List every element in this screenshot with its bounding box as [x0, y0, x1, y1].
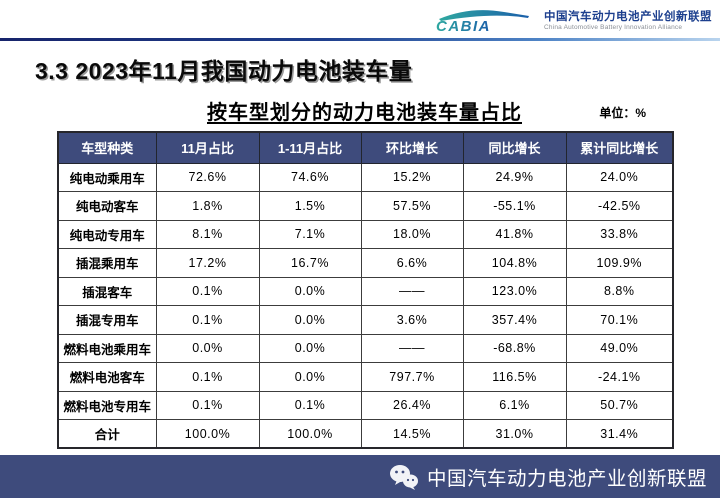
value-cell: 7.1% [258, 219, 362, 249]
value-cell: 357.4% [462, 305, 567, 335]
unit-label: 单位：% [599, 106, 646, 120]
value-cell: 16.7% [258, 248, 362, 278]
vehicle-type-cell: 纯电动客车 [57, 191, 157, 221]
value-cell: —— [360, 276, 464, 306]
value-cell: -42.5% [565, 191, 674, 221]
value-cell: 1.5% [258, 191, 362, 221]
value-cell: 0.1% [155, 390, 260, 420]
table-area: 按车型划分的动力电池装车量占比 单位：% 车型种类 11月占比 1-11月占比 环比增… [57, 96, 674, 449]
value-cell: 123.0% [462, 276, 567, 306]
value-cell: 0.0% [155, 333, 260, 363]
value-cell: 8.1% [155, 219, 260, 249]
table-row: 合计 100.0% 100.0% 14.5% 31.0% 31.4% [57, 419, 674, 449]
value-cell: 24.9% [462, 162, 567, 192]
footer-bar: 中国汽车动力电池产业创新联盟 [0, 455, 720, 498]
value-cell: 18.0% [360, 219, 464, 249]
value-cell: 0.0% [258, 305, 362, 335]
table-title: 按车型划分的动力电池装车量占比 [207, 102, 522, 124]
value-cell: 0.1% [155, 362, 260, 392]
value-cell: 74.6% [258, 162, 362, 192]
value-cell: 116.5% [462, 362, 567, 392]
table-row: 燃料电池专用车 0.1% 0.1% 26.4% 6.1% 50.7% [57, 390, 674, 420]
value-cell: 1.8% [155, 191, 260, 221]
column-header: 车型种类 [57, 131, 157, 164]
vehicle-type-cell: 燃料电池专用车 [57, 390, 157, 420]
column-header: 累计同比增长 [565, 131, 674, 164]
table-title-row: 按车型划分的动力电池装车量占比 单位：% [57, 96, 672, 126]
value-cell: 100.0% [258, 419, 362, 449]
value-cell: 109.9% [565, 248, 674, 278]
wechat-icon [389, 464, 418, 490]
column-header: 同比增长 [462, 131, 567, 164]
value-cell: —— [360, 333, 464, 363]
value-cell: -55.1% [462, 191, 567, 221]
table-row: 插混客车 0.1% 0.0% —— 123.0% 8.8% [57, 276, 674, 306]
value-cell: 31.0% [462, 419, 567, 449]
table-body: 纯电动乘用车 72.6% 74.6% 15.2% 24.9% 24.0% 纯电动客车 1.8%… [57, 162, 674, 449]
section-title: 3.3 2023年11月我国动力电池装车量 [35, 58, 413, 84]
table-row: 纯电动专用车 8.1% 7.1% 18.0% 41.8% 33.8% [57, 219, 674, 249]
battery-share-table: 车型种类 11月占比 1-11月占比 环比增长 同比增长 累计同比增长 纯电动乘用车 72.… [57, 131, 674, 449]
value-cell: 0.0% [258, 276, 362, 306]
value-cell: 70.1% [565, 305, 674, 335]
value-cell: 31.4% [565, 419, 674, 449]
org-names: 中国汽车动力电池产业创新联盟 China Automotive Battery … [544, 11, 712, 32]
table-row: 纯电动客车 1.8% 1.5% 57.5% -55.1% -42.5% [57, 191, 674, 221]
value-cell: -24.1% [565, 362, 674, 392]
value-cell: 57.5% [360, 191, 464, 221]
value-cell: -68.8% [462, 333, 567, 363]
value-cell: 41.8% [462, 219, 567, 249]
value-cell: 0.0% [258, 362, 362, 392]
footer-org-name: 中国汽车动力电池产业创新联盟 [426, 468, 707, 490]
table-header-row: 车型种类 11月占比 1-11月占比 环比增长 同比增长 累计同比增长 [57, 131, 674, 164]
org-name-en: China Automotive Battery Innovation Alli… [544, 23, 683, 31]
table-row: 纯电动乘用车 72.6% 74.6% 15.2% 24.9% 24.0% [57, 162, 674, 192]
table-row: 燃料电池客车 0.1% 0.0% 797.7% 116.5% -24.1% [57, 362, 674, 392]
column-header: 1-11月占比 [258, 131, 362, 164]
table-header: 车型种类 11月占比 1-11月占比 环比增长 同比增长 累计同比增长 [57, 131, 674, 164]
value-cell: 24.0% [565, 162, 674, 192]
table-row: 燃料电池乘用车 0.0% 0.0% —— -68.8% 49.0% [57, 333, 674, 363]
vehicle-type-cell: 插混客车 [57, 276, 157, 306]
value-cell: 26.4% [360, 390, 464, 420]
value-cell: 0.0% [258, 333, 362, 363]
vehicle-type-cell: 燃料电池客车 [57, 362, 157, 392]
value-cell: 17.2% [155, 248, 260, 278]
table-row: 插混专用车 0.1% 0.0% 3.6% 357.4% 70.1% [57, 305, 674, 335]
header-divider-line [0, 38, 720, 41]
table-row: 插混乘用车 17.2% 16.7% 6.6% 104.8% 109.9% [57, 248, 674, 278]
value-cell: 6.1% [462, 390, 567, 420]
value-cell: 50.7% [565, 390, 674, 420]
value-cell: 14.5% [360, 419, 464, 449]
value-cell: 797.7% [360, 362, 464, 392]
org-name-cn: 中国汽车动力电池产业创新联盟 [544, 10, 712, 23]
vehicle-type-cell: 纯电动专用车 [57, 219, 157, 249]
column-header: 11月占比 [155, 131, 260, 164]
vehicle-type-cell: 插混专用车 [57, 305, 157, 335]
car-swoosh-shape [439, 10, 529, 21]
value-cell: 6.6% [360, 248, 464, 278]
value-cell: 8.8% [565, 276, 674, 306]
value-cell: 100.0% [155, 419, 260, 449]
value-cell: 15.2% [360, 162, 464, 192]
value-cell: 33.8% [565, 219, 674, 249]
org-logo: CABIA 中国汽车动力电池产业创新联盟 China Automotive Ba… [432, 7, 712, 35]
value-cell: 3.6% [360, 305, 464, 335]
cabia-logo-icon: CABIA [436, 10, 529, 35]
logo-text: CABIA [436, 18, 491, 35]
value-cell: 104.8% [462, 248, 567, 278]
value-cell: 72.6% [155, 162, 260, 192]
value-cell: 0.1% [155, 305, 260, 335]
value-cell: 0.1% [258, 390, 362, 420]
vehicle-type-cell: 插混乘用车 [57, 248, 157, 278]
value-cell: 0.1% [155, 276, 260, 306]
vehicle-type-cell: 燃料电池乘用车 [57, 333, 157, 363]
vehicle-type-cell: 纯电动乘用车 [57, 162, 157, 192]
column-header: 环比增长 [360, 131, 464, 164]
vehicle-type-cell: 合计 [57, 419, 157, 449]
value-cell: 49.0% [565, 333, 674, 363]
